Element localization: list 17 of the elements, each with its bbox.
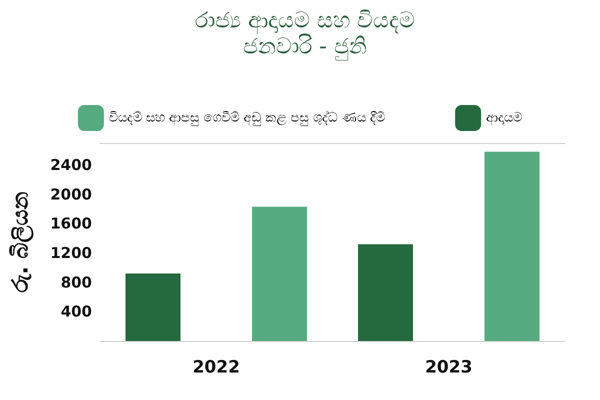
x-tick-label: 2022: [192, 358, 240, 378]
legend-label: වියදම් සහ ආපසු ගෙවීම් අඩු කළ පසු ශුද්ධ ණය දීම්: [108, 110, 386, 126]
y-tick-label: 400: [60, 302, 92, 321]
bar: [126, 274, 180, 341]
bar: [252, 206, 307, 341]
chart-title: රාජ්‍ය ආදායම සහ වියදම: [195, 8, 415, 34]
chart-subtitle: ජනවාරි - ජුනි: [243, 34, 367, 60]
y-tick-label: 1600: [50, 214, 92, 233]
y-axis-title: රු. බිලියන: [8, 191, 34, 293]
x-tick-label: 2023: [425, 358, 472, 378]
y-tick-label: 1200: [50, 244, 92, 262]
y-tick-label: 2400: [50, 156, 92, 174]
y-tick-label: 800: [60, 273, 92, 292]
bar: [484, 152, 540, 341]
bar: [358, 244, 413, 341]
y-tick-label: 2000: [50, 185, 92, 204]
legend-label: ආදායම: [486, 110, 522, 126]
